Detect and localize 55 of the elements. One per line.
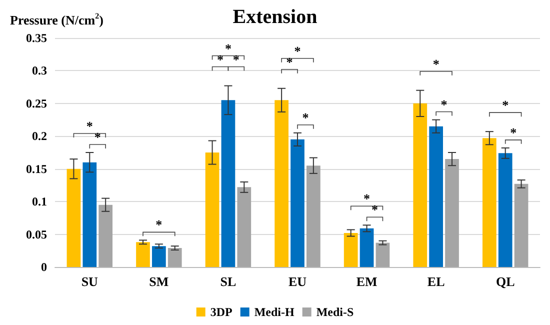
x-tick-label: EU xyxy=(288,274,308,289)
bar xyxy=(290,139,304,267)
annotation: * xyxy=(216,52,224,67)
bar xyxy=(306,166,320,267)
bar xyxy=(274,100,288,267)
bar xyxy=(376,242,390,267)
annotation: * xyxy=(364,191,370,206)
bar xyxy=(360,228,374,267)
bar xyxy=(136,242,150,267)
legend-label: Medi-S xyxy=(316,305,354,319)
chart-title: Extension xyxy=(232,6,318,28)
annotation: * xyxy=(302,110,309,125)
bar xyxy=(514,184,528,267)
annotation: * xyxy=(440,96,448,112)
bar xyxy=(445,159,459,267)
annotation: * xyxy=(286,54,293,70)
bar xyxy=(344,232,358,267)
annotation: * xyxy=(432,56,440,72)
annotation: * xyxy=(86,118,93,134)
bar xyxy=(205,152,220,267)
annotation: * xyxy=(294,43,301,58)
legend-label: 3DP xyxy=(210,305,232,319)
bar xyxy=(482,138,496,267)
annotation: * xyxy=(156,217,162,232)
legend-label: Medi-H xyxy=(254,305,295,319)
x-tick-label: SU xyxy=(81,274,99,289)
y-tick-label: 0.05 xyxy=(26,227,47,242)
annotation: * xyxy=(94,130,101,144)
bar xyxy=(429,126,443,267)
y-tick-label: 0 xyxy=(41,260,47,274)
y-tick-label: 0.35 xyxy=(26,31,47,45)
bar xyxy=(168,248,182,267)
annotation: * xyxy=(510,124,517,140)
x-tick-label: EL xyxy=(427,274,446,289)
bar xyxy=(237,187,252,267)
bar xyxy=(66,168,81,267)
annotation: * xyxy=(372,202,378,218)
x-tick-label: SM xyxy=(149,274,169,289)
annotation: * xyxy=(502,98,509,113)
x-tick-label: QL xyxy=(496,274,516,289)
y-tick-label: 0.3 xyxy=(32,64,47,78)
annotation: * xyxy=(232,52,240,67)
bar xyxy=(413,103,428,267)
y-tick-label: 0.25 xyxy=(26,96,47,110)
bar xyxy=(152,246,166,267)
x-tick-label: EM xyxy=(356,274,378,289)
y-tick-label: 0.2 xyxy=(32,129,47,144)
annotation: * xyxy=(224,40,232,56)
bar xyxy=(98,204,113,267)
bar xyxy=(82,162,97,267)
y-tick-label: 0.15 xyxy=(26,162,47,176)
bar xyxy=(498,153,512,267)
y-tick-label: 0.1 xyxy=(32,194,47,209)
x-tick-label: SL xyxy=(220,274,236,289)
bar xyxy=(221,100,236,267)
